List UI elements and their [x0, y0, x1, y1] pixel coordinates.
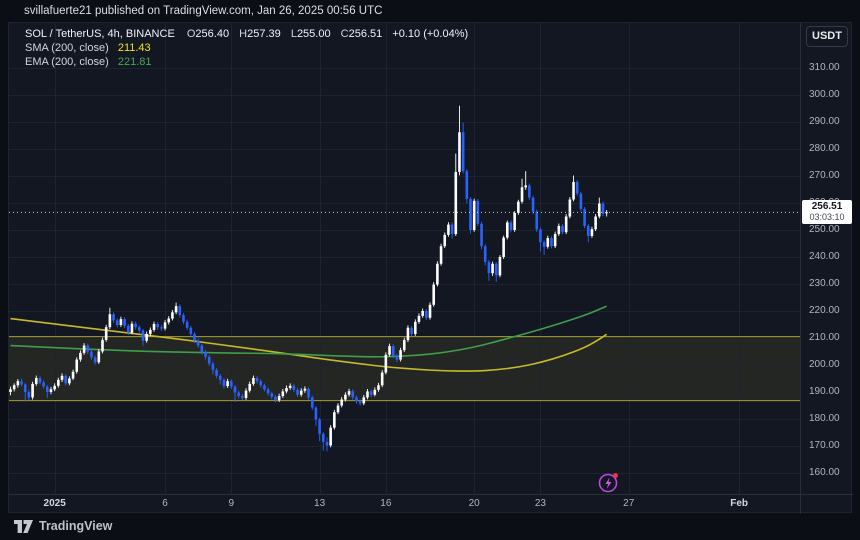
current-price-value: 256.51: [811, 201, 843, 213]
time-tick-label: 23: [534, 498, 546, 509]
price-tick-label: 210.00: [809, 332, 840, 343]
symbol-title[interactable]: SOL / TetherUS, 4h, BINANCE: [25, 28, 175, 40]
ema-label: EMA (200, close): [25, 56, 109, 68]
tradingview-logo-icon: [14, 519, 33, 533]
price-tick-label: 240.00: [809, 251, 840, 262]
notification-dot: [613, 473, 618, 478]
price-tick-label: 220.00: [809, 305, 840, 316]
sma-value: 211.43: [117, 42, 151, 54]
candles-series[interactable]: [9, 105, 608, 452]
ohlc-low: L255.00: [290, 28, 331, 40]
price-tick-label: 180.00: [809, 413, 840, 424]
lightning-bot-icon[interactable]: [596, 469, 622, 494]
legend-sma-row[interactable]: SMA (200, close) 211.43: [25, 41, 468, 55]
chart-card: SOL / TetherUS, 4h, BINANCE O256.40 H257…: [8, 22, 853, 514]
price-tick-label: 290.00: [809, 116, 840, 127]
price-tick-label: 160.00: [809, 467, 840, 478]
ema-value: 221.81: [117, 56, 152, 68]
axis-separator-vertical: [800, 23, 801, 514]
price-tick-label: 250.00: [809, 224, 840, 235]
ohlc-open: O256.40: [186, 28, 230, 40]
price-tick-label: 270.00: [809, 170, 840, 181]
price-tick-label: 190.00: [809, 386, 840, 397]
time-tick-label: 2025: [43, 498, 66, 509]
time-tick-label: Feb: [730, 498, 749, 509]
price-tick-label: 200.00: [809, 359, 840, 370]
publisher-bar: svillafuerte21 published on TradingView.…: [24, 5, 383, 17]
sma-200-line[interactable]: [10, 317, 608, 372]
tradingview-logo[interactable]: TradingView: [14, 517, 112, 535]
price-axis[interactable]: USDT 256.51 03:03:10 310.00 300.00 290.00 2…: [801, 23, 853, 494]
price-tick-label: 230.00: [809, 278, 840, 289]
price-change: +0.10 (+0.04%): [392, 28, 469, 40]
legend: SOL / TetherUS, 4h, BINANCE O256.40 H257…: [25, 27, 468, 69]
chart-pane[interactable]: SOL / TetherUS, 4h, BINANCE O256.40 H257…: [9, 23, 800, 494]
currency-toggle-button[interactable]: USDT: [806, 26, 848, 47]
legend-symbol-row[interactable]: SOL / TetherUS, 4h, BINANCE O256.40 H257…: [25, 27, 468, 41]
price-tick-label: 310.00: [809, 62, 840, 73]
price-tick-label: 300.00: [809, 89, 840, 100]
time-tick-label: 20: [468, 498, 480, 509]
sma-label: SMA (200, close): [25, 42, 109, 54]
legend-ema-row[interactable]: EMA (200, close) 221.81: [25, 55, 468, 69]
time-tick-label: 16: [380, 498, 392, 509]
time-axis[interactable]: 2025 6 9 13 16 20 23 27 Feb: [9, 495, 853, 514]
ohlc-high: H257.39: [239, 28, 281, 40]
time-tick-label: 9: [228, 498, 235, 509]
time-tick-label: 13: [314, 498, 326, 509]
price-tick-label: 280.00: [809, 143, 840, 154]
current-price-badge[interactable]: 256.51 03:03:10: [802, 200, 852, 225]
time-tick-label: 6: [162, 498, 168, 509]
gridlines: [9, 23, 800, 494]
ohlc-close: C256.51: [340, 28, 383, 40]
candle-countdown: 03:03:10: [809, 212, 845, 223]
tradingview-logo-text: TradingView: [39, 519, 113, 533]
time-tick-label: 27: [623, 498, 635, 509]
chart-canvas[interactable]: [9, 23, 800, 494]
price-tick-label: 170.00: [809, 440, 840, 451]
axis-separator-horizontal: [9, 494, 853, 495]
